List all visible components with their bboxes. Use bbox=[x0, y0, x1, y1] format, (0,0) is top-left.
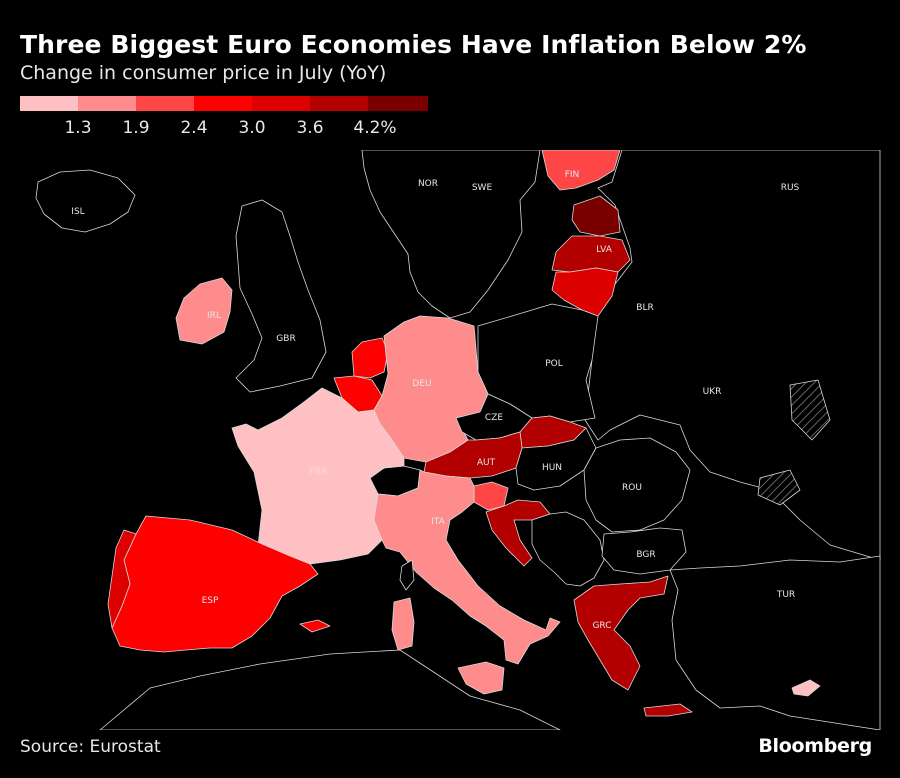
map-svg: ISL NOR SWE FIN RUS LVA IRL GBR BLR POL … bbox=[35, 150, 881, 730]
label-pol: POL bbox=[545, 359, 563, 369]
label-cze: CZE bbox=[485, 413, 503, 423]
source-note: Source: Eurostat bbox=[20, 737, 161, 757]
legend-swatch-7 bbox=[368, 96, 428, 111]
label-fra: FRA bbox=[309, 467, 327, 477]
legend-tick: 3.0 bbox=[238, 118, 266, 138]
label-fin: FIN bbox=[565, 170, 580, 180]
chart-title: Three Biggest Euro Economies Have Inflat… bbox=[20, 30, 807, 59]
region-east bbox=[584, 150, 881, 561]
region-nld bbox=[351, 337, 389, 379]
label-isl: ISL bbox=[71, 207, 84, 217]
legend-swatch-5 bbox=[252, 96, 310, 111]
region-est bbox=[571, 195, 621, 237]
country-labels: ISL NOR SWE FIN RUS LVA IRL GBR BLR POL … bbox=[71, 170, 799, 631]
region-sicily bbox=[457, 661, 505, 695]
label-rus: RUS bbox=[781, 183, 800, 193]
region-svn bbox=[473, 481, 509, 511]
legend-swatch-2 bbox=[78, 96, 136, 111]
region-donbas-disputed bbox=[789, 379, 831, 441]
label-irl: IRL bbox=[207, 311, 221, 321]
region-balearics bbox=[299, 619, 331, 633]
label-grc: GRC bbox=[592, 621, 611, 631]
label-hun: HUN bbox=[542, 463, 562, 473]
region-rou bbox=[583, 437, 691, 533]
label-esp: ESP bbox=[202, 596, 219, 606]
legend-swatch-1 bbox=[20, 96, 78, 111]
region-cyp bbox=[791, 679, 821, 697]
region-grc bbox=[573, 575, 669, 691]
label-tur: TUR bbox=[776, 590, 795, 600]
europe-map: ISL NOR SWE FIN RUS LVA IRL GBR BLR POL … bbox=[0, 150, 900, 730]
legend-swatch-4 bbox=[194, 96, 252, 111]
region-gbr bbox=[235, 199, 327, 393]
label-ita: ITA bbox=[431, 517, 445, 527]
label-gbr: GBR bbox=[276, 334, 295, 344]
region-crete bbox=[643, 703, 693, 717]
region-tur bbox=[669, 555, 881, 730]
legend-tick: 1.9 bbox=[122, 118, 150, 138]
label-blr: BLR bbox=[636, 303, 653, 313]
label-deu: DEU bbox=[412, 379, 431, 389]
region-isl bbox=[35, 169, 136, 233]
legend-swatch-6 bbox=[310, 96, 368, 111]
region-ita bbox=[373, 469, 561, 665]
legend-tick: 4.2% bbox=[353, 118, 397, 138]
label-aut: AUT bbox=[477, 458, 496, 468]
region-prt bbox=[107, 529, 137, 629]
region-north-africa bbox=[99, 649, 561, 730]
region-hrv bbox=[485, 499, 551, 567]
legend-swatch-3 bbox=[136, 96, 194, 111]
region-sardinia bbox=[391, 597, 415, 651]
label-swe: SWE bbox=[472, 183, 493, 193]
chart-subtitle: Change in consumer price in July (YoY) bbox=[20, 62, 387, 84]
region-ltu bbox=[551, 267, 619, 317]
region-crimea-disputed bbox=[757, 469, 801, 506]
bloomberg-logo: Bloomberg bbox=[758, 735, 872, 757]
region-corsica bbox=[399, 559, 415, 591]
region-fin bbox=[541, 150, 621, 191]
region-lva bbox=[551, 235, 631, 273]
label-rou: ROU bbox=[622, 483, 642, 493]
region-scandinavia bbox=[361, 150, 541, 319]
region-balkans bbox=[531, 511, 605, 587]
label-lva: LVA bbox=[596, 245, 613, 255]
label-ukr: UKR bbox=[703, 387, 722, 397]
legend-tick: 3.6 bbox=[296, 118, 324, 138]
legend-tick: 2.4 bbox=[180, 118, 208, 138]
label-nor: NOR bbox=[418, 179, 438, 189]
region-bgr bbox=[601, 527, 687, 575]
region-irl bbox=[175, 277, 233, 345]
color-legend: 1.3 1.9 2.4 3.0 3.6 4.2% bbox=[20, 96, 428, 146]
legend-tick: 1.3 bbox=[64, 118, 92, 138]
label-bgr: BGR bbox=[636, 550, 655, 560]
